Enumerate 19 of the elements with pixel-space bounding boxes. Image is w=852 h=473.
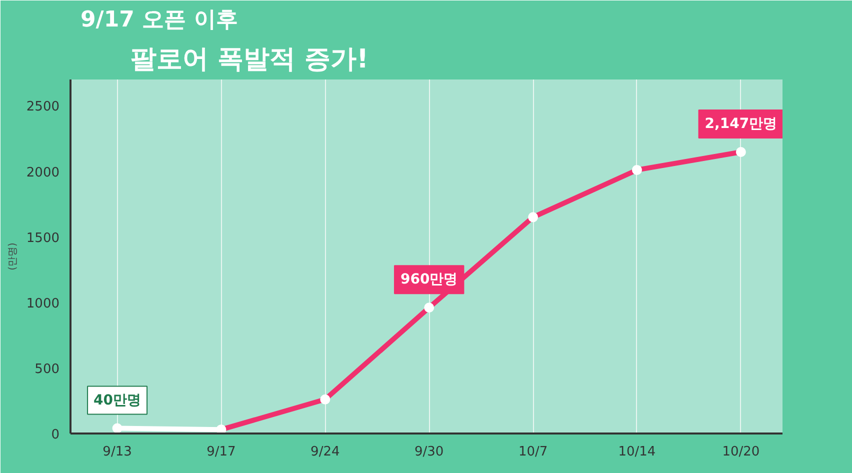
y-axis-title: (만명) — [7, 242, 18, 270]
y-tick-label: 500 — [34, 362, 60, 377]
x-tick-label: 9/17 — [206, 444, 236, 460]
x-tick-label: 9/30 — [414, 444, 444, 460]
x-tick-label: 9/13 — [102, 444, 132, 460]
data-label: 960만명 — [400, 272, 458, 288]
data-label: 2,147만명 — [704, 116, 778, 132]
x-tick-label: 10/14 — [618, 444, 656, 460]
chart-subtitle: 팔로어 폭발적 증가! — [130, 44, 368, 74]
y-tick-label: 0 — [51, 428, 60, 442]
x-tick-label: 10/20 — [722, 444, 760, 460]
y-tick-label: 2000 — [26, 165, 60, 180]
y-tick-label: 2500 — [26, 100, 60, 115]
y-tick-label: 1500 — [26, 230, 60, 246]
y-tick-label: 1000 — [26, 296, 60, 312]
x-tick-label: 9/24 — [310, 444, 340, 460]
x-tick-label: 10/7 — [518, 444, 548, 460]
data-label: 40만명 — [94, 392, 142, 408]
chart-title: 9/17 오픈 이후 — [80, 8, 238, 32]
